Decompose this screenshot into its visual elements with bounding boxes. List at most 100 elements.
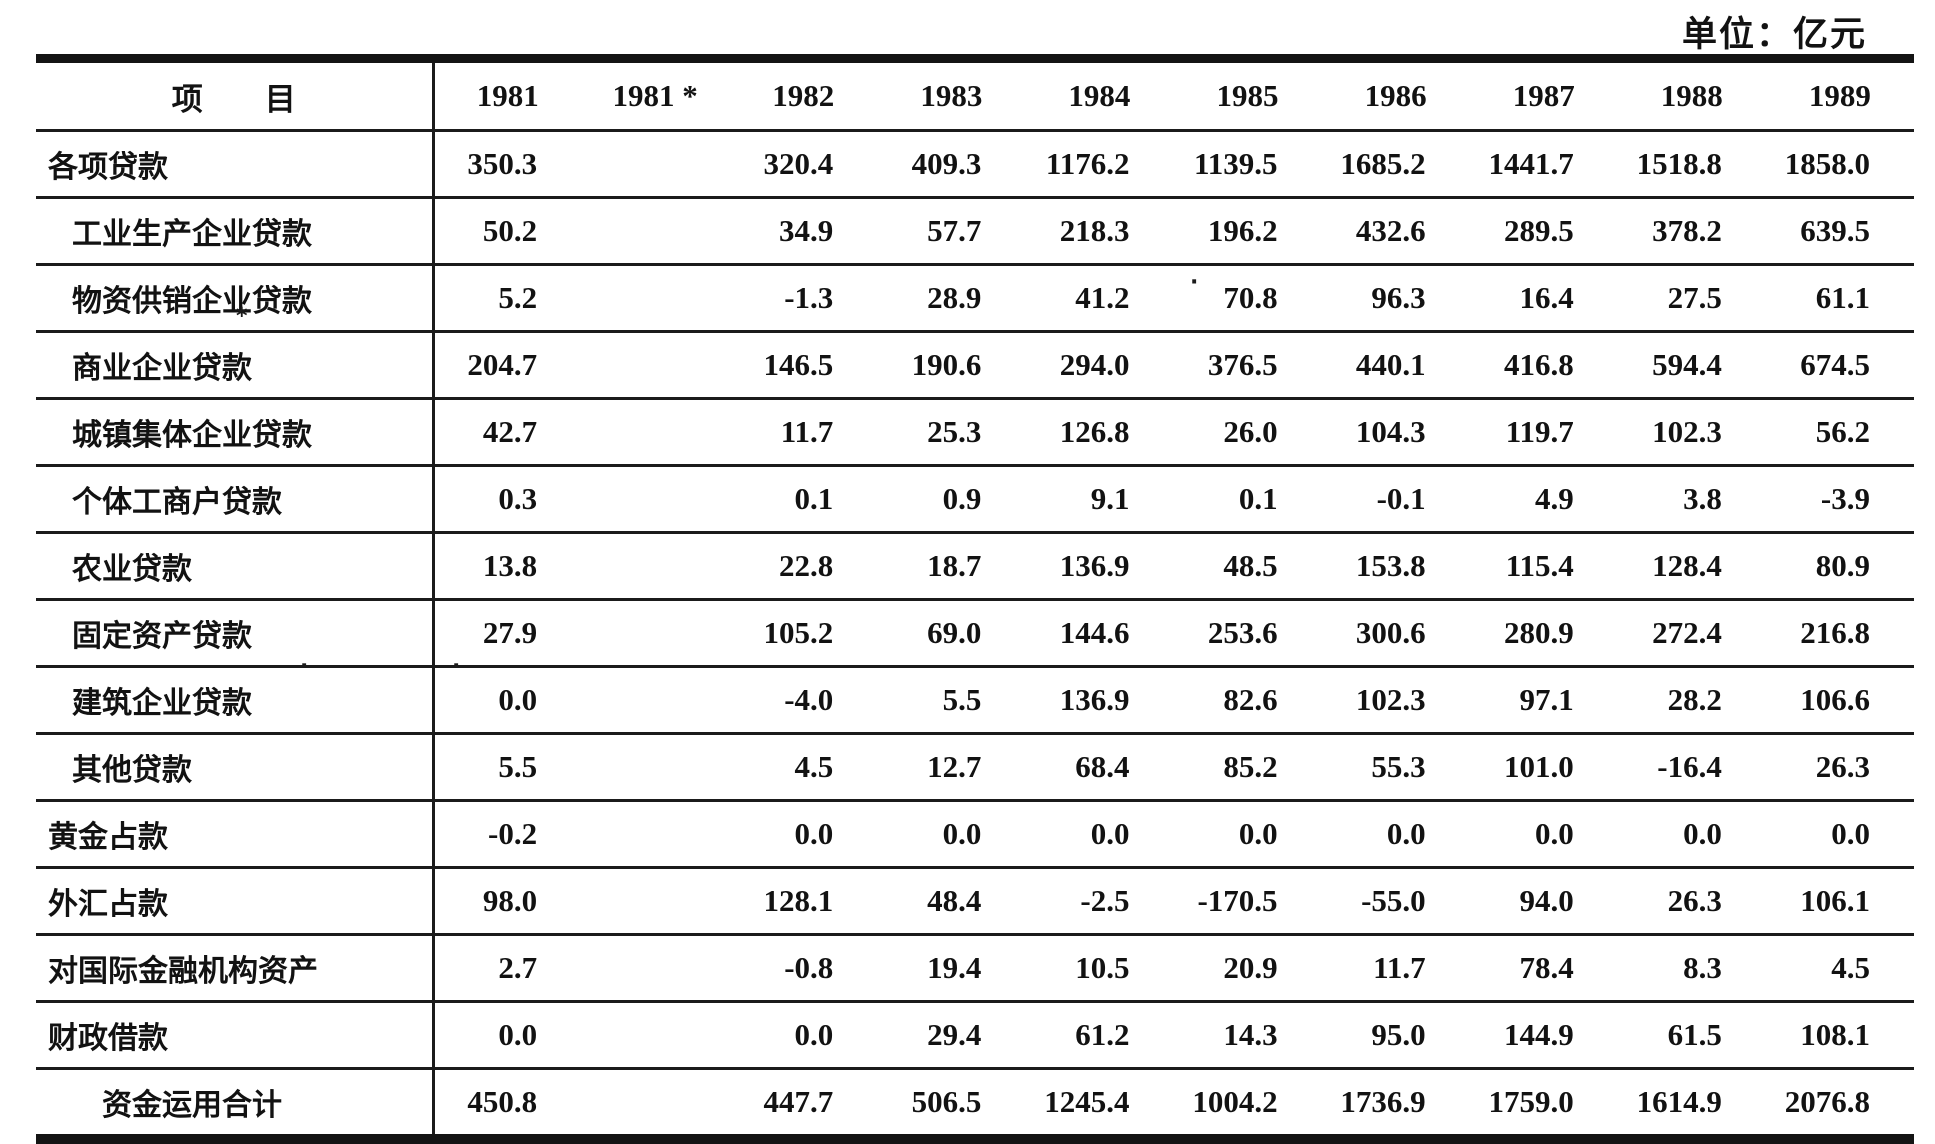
value-cell [581, 331, 730, 400]
column-header-1985: 1985 [1173, 58, 1322, 132]
column-header-1986: 1986 [1321, 58, 1470, 132]
column-header-1984: 1984 [1025, 58, 1174, 132]
value-cell: 409.3 [877, 130, 1026, 199]
value-cell: 594.4 [1617, 331, 1766, 400]
value-cell: 11.7 [729, 398, 878, 467]
value-cell: 0.0 [729, 1001, 878, 1070]
value-cell: 1736.9 [1321, 1068, 1470, 1141]
value-cell [581, 800, 730, 869]
value-cell: 0.0 [729, 800, 878, 869]
value-cell: 376.5 [1173, 331, 1322, 400]
value-cell: -170.5 [1173, 867, 1322, 936]
value-cell: 300.6 [1321, 599, 1470, 668]
value-cell: 153.8 [1321, 532, 1470, 601]
column-header-1982: 1982 [729, 58, 878, 132]
value-cell: 128.1 [729, 867, 878, 936]
scan-artifact: · [300, 654, 309, 679]
value-cell: 218.3 [1025, 197, 1174, 266]
value-cell: 1614.9 [1617, 1068, 1766, 1141]
value-cell [581, 130, 730, 199]
row-label: 对国际金融机构资产 [36, 934, 435, 1003]
value-cell: 1245.4 [1025, 1068, 1174, 1141]
value-cell: 16.4 [1469, 264, 1618, 333]
value-cell: 447.7 [729, 1068, 878, 1141]
value-cell: 48.4 [877, 867, 1026, 936]
value-cell: 136.9 [1025, 666, 1174, 735]
value-cell: 440.1 [1321, 331, 1470, 400]
value-cell: 3.8 [1617, 465, 1766, 534]
value-cell: 0.9 [877, 465, 1026, 534]
value-cell: 416.8 [1469, 331, 1618, 400]
value-cell: 144.6 [1025, 599, 1174, 668]
value-cell: 1176.2 [1025, 130, 1174, 199]
row-label: 财政借款 [36, 1001, 435, 1070]
scan-artifact: · [1190, 270, 1199, 295]
value-cell: 61.2 [1025, 1001, 1174, 1070]
value-cell: 68.4 [1025, 733, 1174, 802]
value-cell: 320.4 [729, 130, 878, 199]
value-cell: 10.5 [1025, 934, 1174, 1003]
value-cell [581, 733, 730, 802]
value-cell: -0.1 [1321, 465, 1470, 534]
value-cell [581, 867, 730, 936]
row-label: 其他贷款 [36, 733, 435, 802]
value-cell: 78.4 [1469, 934, 1618, 1003]
value-cell [581, 599, 730, 668]
value-cell [581, 465, 730, 534]
table-row: 财政借款 0.0 0.0 29.4 61.2 14.3 95.0 144.9 61.5 108.1 [36, 1001, 1914, 1070]
value-cell: 55.3 [1321, 733, 1470, 802]
value-cell: 28.2 [1617, 666, 1766, 735]
value-cell: 102.3 [1617, 398, 1766, 467]
value-cell: 8.3 [1617, 934, 1766, 1003]
value-cell: 1759.0 [1469, 1068, 1618, 1141]
value-cell [581, 666, 730, 735]
value-cell: 432.6 [1321, 197, 1470, 266]
value-cell: 450.8 [433, 1068, 582, 1141]
row-label: 工业生产企业贷款 [36, 197, 435, 266]
value-cell: 128.4 [1617, 532, 1766, 601]
value-cell: 101.0 [1469, 733, 1618, 802]
value-cell: -0.8 [729, 934, 878, 1003]
row-label: 物资供销企业贷款 [36, 264, 435, 333]
value-cell: 0.1 [1173, 465, 1322, 534]
value-cell: -0.2 [433, 800, 582, 869]
value-cell: 108.1 [1765, 1001, 1914, 1070]
value-cell: 94.0 [1469, 867, 1618, 936]
value-cell: 27.5 [1617, 264, 1766, 333]
value-cell [581, 532, 730, 601]
value-cell: 350.3 [433, 130, 582, 199]
value-cell: 27.9 [433, 599, 582, 668]
row-label: 资金运用合计 [36, 1068, 435, 1141]
value-cell: 70.8 [1173, 264, 1322, 333]
value-cell: 26.3 [1617, 867, 1766, 936]
column-header-1989: 1989 [1765, 58, 1914, 132]
value-cell: 102.3 [1321, 666, 1470, 735]
header-row: 项 目 1981 1981 * 1982 1983 1984 1985 1986 1987 19… [36, 58, 1914, 132]
value-cell: 97.1 [1469, 666, 1618, 735]
value-cell: 0.0 [877, 800, 1026, 869]
row-label: 商业企业贷款 [36, 331, 435, 400]
value-cell: -4.0 [729, 666, 878, 735]
scan-artifact: · [452, 654, 461, 679]
value-cell: 82.6 [1173, 666, 1322, 735]
value-cell: 56.2 [1765, 398, 1914, 467]
value-cell: 2.7 [433, 934, 582, 1003]
value-cell: 204.7 [433, 331, 582, 400]
column-header-1983: 1983 [877, 58, 1026, 132]
table-row: 各项贷款 350.3 320.4 409.3 1176.2 1139.5 1685.2 144… [36, 130, 1914, 199]
table-row: 城镇集体企业贷款 42.7 11.7 25.3 126.8 26.0 104.3 119.7 1… [36, 398, 1914, 467]
value-cell: 85.2 [1173, 733, 1322, 802]
value-cell [581, 1068, 730, 1141]
value-cell: 294.0 [1025, 331, 1174, 400]
table-row: 建筑企业贷款 0.0 -4.0 5.5 136.9 82.6 102.3 97.1 28.2 10… [36, 666, 1914, 735]
table-row: 外汇占款 98.0 128.1 48.4 -2.5 -170.5 -55.0 94.0 26.3… [36, 867, 1914, 936]
value-cell: -3.9 [1765, 465, 1914, 534]
row-label: 固定资产贷款 [36, 599, 435, 668]
row-label: 建筑企业贷款 [36, 666, 435, 735]
value-cell: 106.1 [1765, 867, 1914, 936]
row-label: 外汇占款 [36, 867, 435, 936]
value-cell: 2076.8 [1765, 1068, 1914, 1141]
value-cell: 34.9 [729, 197, 878, 266]
value-cell: 5.5 [433, 733, 582, 802]
value-cell: 144.9 [1469, 1001, 1618, 1070]
